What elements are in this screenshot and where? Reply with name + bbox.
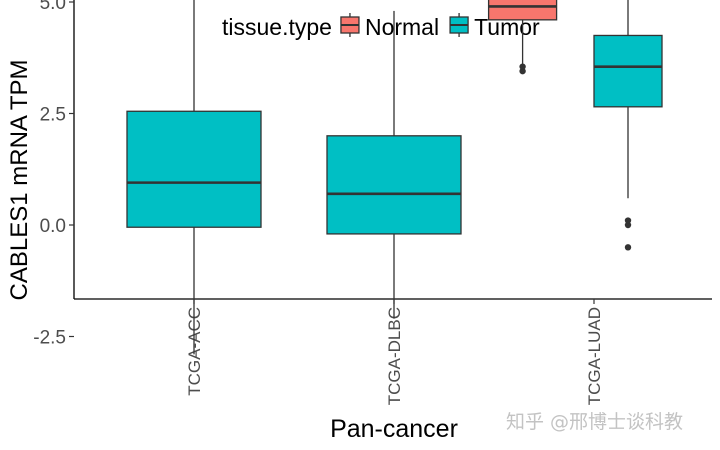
box-body xyxy=(326,135,462,235)
x-axis-title: Pan-cancer xyxy=(330,415,458,443)
legend-item-normal: Normal xyxy=(340,13,439,40)
outlier-point xyxy=(624,217,632,224)
box-tumor-tcga-dlbc xyxy=(326,10,462,319)
y-tick-label: 0.0 xyxy=(40,216,66,237)
outlier-point xyxy=(624,221,632,229)
y-tick-label: 5.0 xyxy=(40,0,66,14)
box-body xyxy=(593,34,663,108)
legend-label: Normal xyxy=(365,14,439,40)
plot-area: -2.50.02.55.07.5TCGA-ACCTCGA-DLBCTCGA-LU… xyxy=(33,0,712,405)
outlier-point xyxy=(624,244,632,251)
y-axis-title: CABLES1 mRNA TPM xyxy=(6,60,33,301)
box-body xyxy=(126,110,262,228)
y-tick-label: -2.5 xyxy=(33,328,66,349)
x-tick-label: TCGA-LUAD xyxy=(585,307,604,405)
box-normal-tcga-luad xyxy=(487,0,558,75)
outlier-point xyxy=(519,67,526,75)
box-body xyxy=(487,0,558,21)
y-tick-label: 2.5 xyxy=(40,105,66,126)
x-tick-label: TCGA-DLBC xyxy=(385,307,404,405)
outlier-point xyxy=(519,63,526,70)
box-tumor-tcga-acc xyxy=(126,0,262,355)
box-tumor-tcga-luad xyxy=(593,0,663,251)
watermark-text: 知乎 @邢博士谈科教 xyxy=(506,411,683,433)
legend-title: tissue.type xyxy=(222,14,332,40)
